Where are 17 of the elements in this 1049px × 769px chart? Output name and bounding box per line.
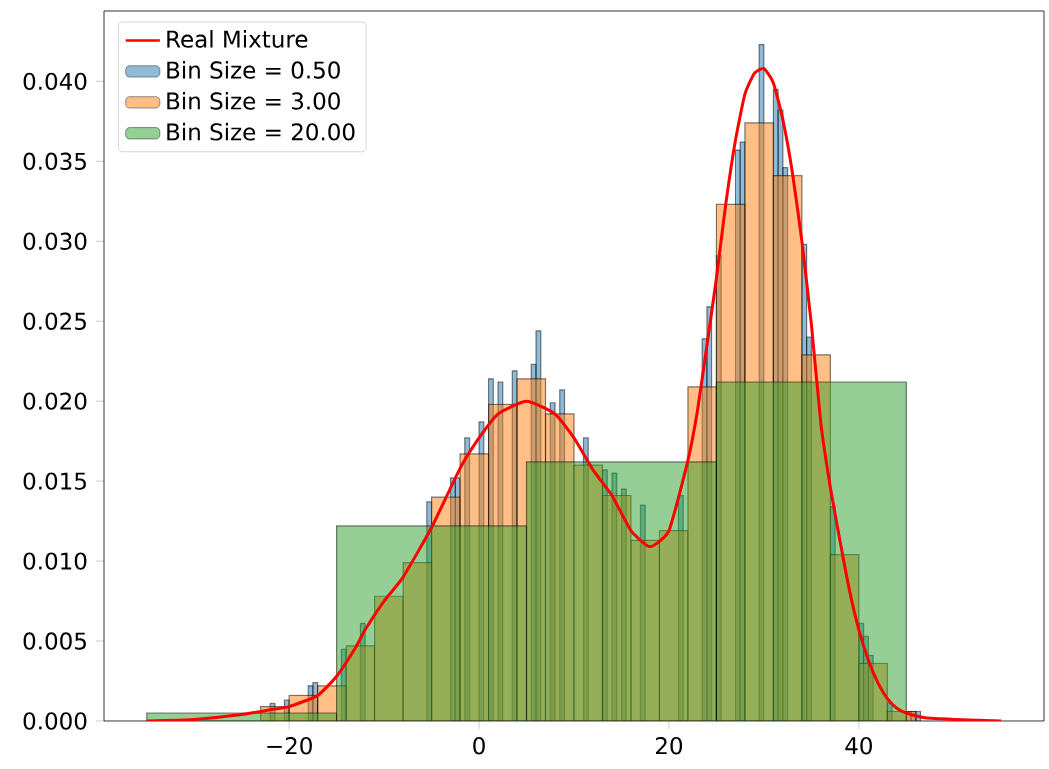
- y-tick-label: 0.010: [23, 552, 87, 570]
- legend-label: Bin Size = 20.00: [167, 122, 355, 141]
- legend-label: Real Mixture: [167, 30, 308, 48]
- y-tick-label: 0.005: [23, 632, 86, 650]
- y-tick-label: 0.035: [23, 152, 86, 170]
- legend-label: Bin Size = 3.00: [167, 91, 340, 110]
- y-tick-label: 0.015: [23, 472, 86, 490]
- x-tick-label: 0: [473, 737, 485, 755]
- y-tick-label: 0.030: [23, 232, 87, 250]
- x-tick-label: 40: [845, 737, 872, 755]
- y-tick-label: 0.040: [23, 72, 87, 91]
- x-tick-label: −20: [267, 737, 312, 755]
- y-tick-label: 0.025: [23, 312, 86, 330]
- legend-label: Bin Size = 0.50: [167, 60, 340, 79]
- y-tick-label: 0.000: [23, 712, 87, 730]
- y-tick-label: 0.020: [23, 392, 87, 410]
- x-tick-label: 20: [656, 737, 683, 755]
